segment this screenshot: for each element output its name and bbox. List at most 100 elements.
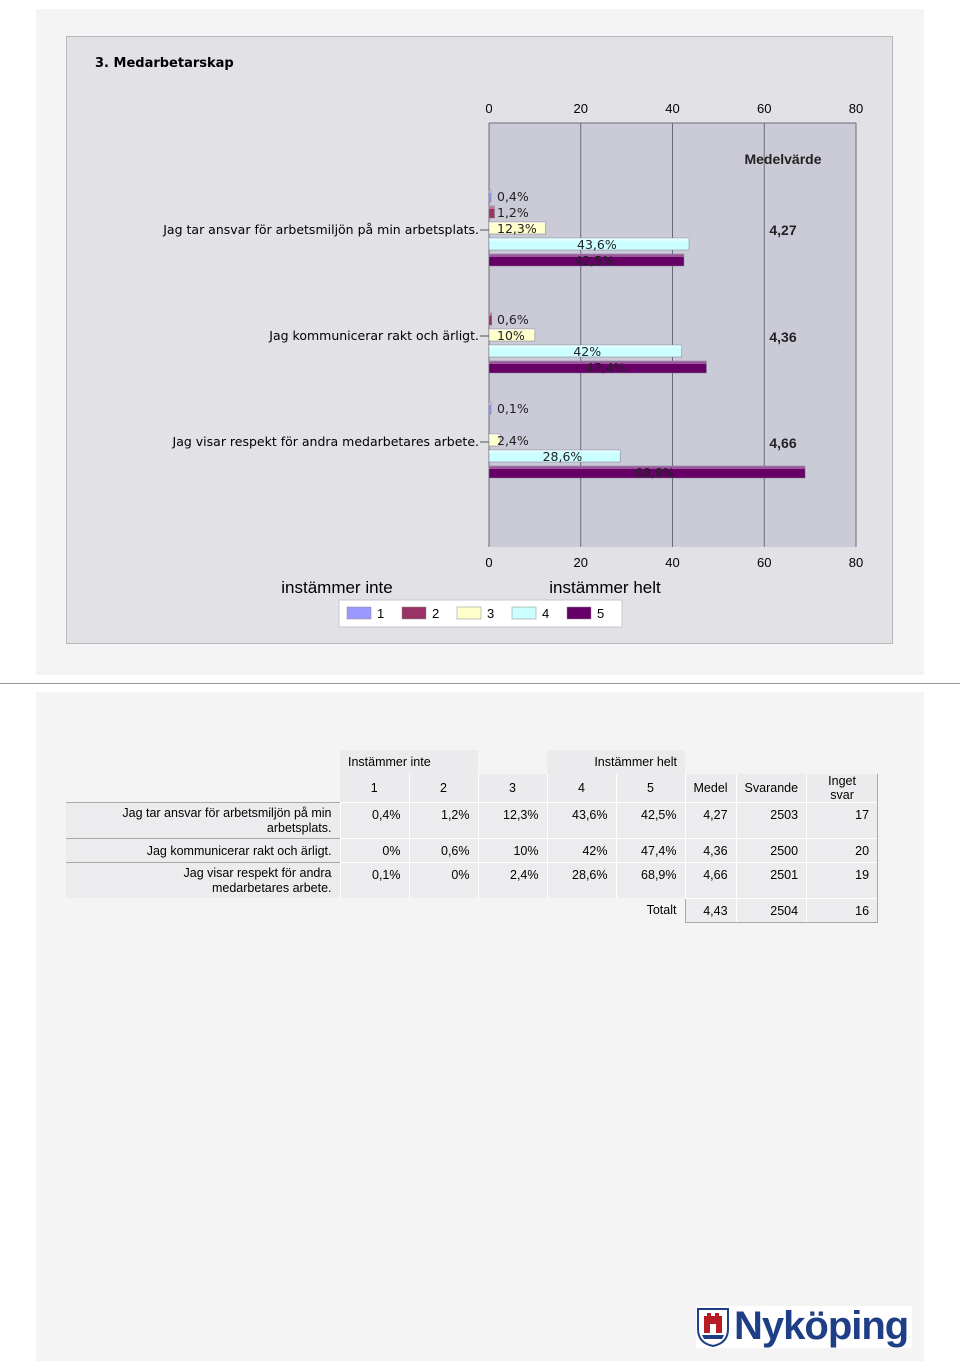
table-cell: 0% (340, 838, 410, 863)
total-medel: 4,43 (685, 897, 737, 923)
x-tick-label-top: 20 (574, 101, 588, 116)
bar-5 (488, 465, 806, 479)
bar-chart: 3. Medarbetarskap 0 0 20 20 40 40 60 60 80 80 Medel… (95, 56, 863, 628)
bar-highlight (489, 206, 495, 209)
bar-1 (488, 189, 492, 203)
x-tick-label-top: 60 (757, 101, 771, 116)
row-label: Jag visar respekt för andra medarbetares… (66, 862, 341, 898)
total-label: Totalt (616, 898, 686, 922)
bar-1 (488, 401, 492, 415)
table-cell: 2503 (736, 802, 808, 839)
chart-title: 3. Medarbetarskap (95, 56, 234, 71)
bar-data-label: 42% (573, 344, 601, 359)
bar-data-label: 0,1% (497, 401, 529, 416)
header-instammer-helt: Instämmer helt (547, 750, 685, 774)
table-group-header-row: Instämmer inte Instämmer helt (66, 750, 878, 774)
x-tick-label-top: 80 (849, 101, 863, 116)
legend-label: 2 (432, 606, 439, 621)
table-cell: 0,1% (340, 862, 410, 898)
col-header-svarande: Svarande (736, 774, 808, 803)
page-divider (0, 683, 960, 684)
bar-5 (488, 253, 685, 267)
table-row: Jag kommunicerar rakt och ärligt. 0% 0,6… (66, 838, 879, 863)
table-cell: 20 (806, 838, 879, 863)
bar-highlight (489, 450, 621, 453)
col-header-3: 3 (478, 774, 548, 803)
bar-data-label: 2,4% (497, 433, 529, 448)
bar-2 (488, 312, 493, 326)
bar-highlight (489, 313, 492, 316)
table-cell: 47,4% (616, 838, 686, 863)
x-tick-label-top: 0 (485, 101, 492, 116)
scale-low-label: instämmer inte (281, 578, 392, 597)
bar-highlight (489, 345, 682, 348)
legend-label: 1 (377, 606, 384, 621)
bar-highlight (489, 329, 535, 332)
bar-data-label: 12,3% (497, 221, 537, 236)
bar-highlight (489, 434, 501, 437)
table-cell: 0,6% (409, 838, 479, 863)
coat-of-arms-icon (697, 1308, 729, 1347)
legend-label: 4 (542, 606, 549, 621)
table-cell: 0% (409, 862, 479, 898)
table-cell: 2,4% (478, 862, 548, 898)
legend-label: 5 (597, 606, 604, 621)
legend-swatch-5 (566, 606, 592, 620)
table-column-header-row: 1 2 3 4 5 Medel Svarande Inget svar (66, 774, 879, 803)
bar-highlight (489, 402, 491, 405)
bar-highlight (489, 361, 707, 364)
x-tick-label-bottom: 40 (665, 555, 679, 570)
nykoping-logo: Nyköping (696, 1304, 912, 1348)
results-table: Instämmer inte Instämmer helt 1 2 3 4 5 … (66, 750, 879, 923)
table-cell: 28,6% (547, 862, 617, 898)
bar-data-label: 0,4% (497, 189, 529, 204)
legend-swatch-1 (346, 606, 372, 620)
legend-swatch-2 (401, 606, 427, 620)
mean-header: Medelvärde (744, 151, 821, 167)
table-cell: 10% (478, 838, 548, 863)
legend-swatch-4 (511, 606, 537, 620)
mean-value: 4,27 (769, 222, 796, 238)
bar-2 (488, 205, 495, 219)
table-cell: 42% (547, 838, 617, 863)
table-row: Jag visar respekt för andra medarbetares… (66, 862, 879, 898)
table-cell: 2501 (736, 862, 808, 898)
table-cell: 4,36 (685, 838, 737, 863)
scale-high-label: instämmer helt (549, 578, 661, 597)
table-cell: 68,9% (616, 862, 686, 898)
bar-highlight (489, 222, 546, 225)
bar-3 (488, 221, 546, 235)
col-header-4: 4 (547, 774, 617, 803)
chart-frame: 3. Medarbetarskap 0 0 20 20 40 40 60 60 80 80 Medel… (66, 36, 893, 644)
mean-value: 4,36 (769, 329, 796, 345)
category-label: Jag tar ansvar för arbetsmiljön på min a… (162, 222, 479, 237)
bar-highlight (489, 466, 806, 469)
legend-label: 3 (487, 606, 494, 621)
bar-data-label: 42,5% (574, 253, 614, 268)
bar-data-label: 68,9% (635, 465, 675, 480)
table-cell: 17 (806, 802, 879, 839)
bar-3 (488, 433, 501, 447)
x-tick-label-bottom: 20 (574, 555, 588, 570)
bar-data-label: 28,6% (543, 449, 583, 464)
col-header-5: 5 (616, 774, 686, 803)
col-header-1: 1 (340, 774, 410, 803)
bar-5 (488, 360, 707, 374)
bar-data-label: 43,6% (577, 237, 617, 252)
bar-4 (488, 344, 682, 358)
table-cell: 2500 (736, 838, 808, 863)
table-cell: 12,3% (478, 802, 548, 839)
table-total-row: Totalt 4,43 2504 16 (66, 897, 879, 923)
bar-4 (488, 237, 690, 251)
col-header-inget-svar: Inget svar (806, 774, 879, 803)
category-label: Jag kommunicerar rakt och ärligt. (268, 328, 479, 343)
bar-highlight (489, 254, 684, 257)
bar-data-label: 0,6% (497, 312, 529, 327)
bar-highlight (489, 238, 690, 241)
table-cell: 43,6% (547, 802, 617, 839)
legend-swatch-3 (456, 606, 482, 620)
bar-data-label: 1,2% (497, 205, 529, 220)
table-cell: 4,66 (685, 862, 737, 898)
row-label: Jag kommunicerar rakt och ärligt. (66, 838, 341, 863)
x-tick-label-bottom: 0 (485, 555, 492, 570)
